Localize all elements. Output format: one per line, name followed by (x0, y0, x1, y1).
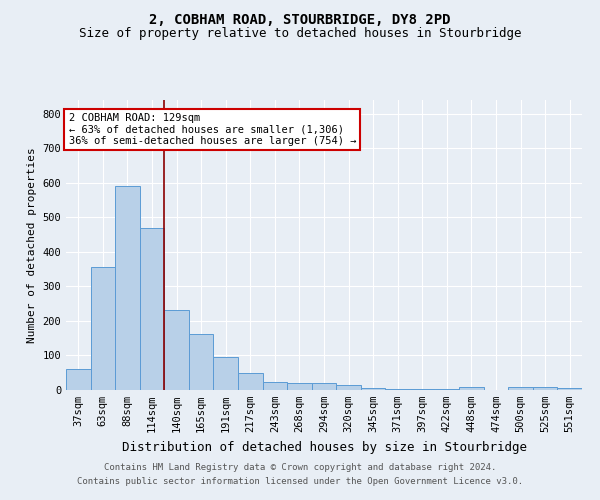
Y-axis label: Number of detached properties: Number of detached properties (27, 147, 37, 343)
Text: Size of property relative to detached houses in Stourbridge: Size of property relative to detached ho… (79, 28, 521, 40)
Bar (508, 387, 533, 390)
Bar (238, 374, 263, 390)
Bar (434, 388, 459, 390)
Bar (312, 383, 336, 390)
Bar (214, 357, 238, 390)
Bar (140, 228, 164, 390)
Text: Contains HM Land Registry data © Crown copyright and database right 2024.: Contains HM Land Registry data © Crown c… (104, 464, 496, 472)
Bar (287, 383, 312, 390)
Text: 2, COBHAM ROAD, STOURBRIDGE, DY8 2PD: 2, COBHAM ROAD, STOURBRIDGE, DY8 2PD (149, 12, 451, 26)
Bar (91, 268, 115, 390)
Bar (189, 334, 214, 390)
X-axis label: Distribution of detached houses by size in Stourbridge: Distribution of detached houses by size … (121, 440, 527, 454)
Bar (164, 310, 189, 390)
Bar (557, 388, 582, 390)
Bar (336, 385, 361, 390)
Bar (263, 382, 287, 390)
Bar (66, 370, 91, 390)
Bar (385, 389, 410, 390)
Bar (115, 186, 140, 390)
Bar (410, 388, 434, 390)
Text: 2 COBHAM ROAD: 129sqm
← 63% of detached houses are smaller (1,306)
36% of semi-d: 2 COBHAM ROAD: 129sqm ← 63% of detached … (68, 113, 356, 146)
Bar (361, 388, 385, 390)
Bar (533, 387, 557, 390)
Bar (459, 387, 484, 390)
Text: Contains public sector information licensed under the Open Government Licence v3: Contains public sector information licen… (77, 477, 523, 486)
